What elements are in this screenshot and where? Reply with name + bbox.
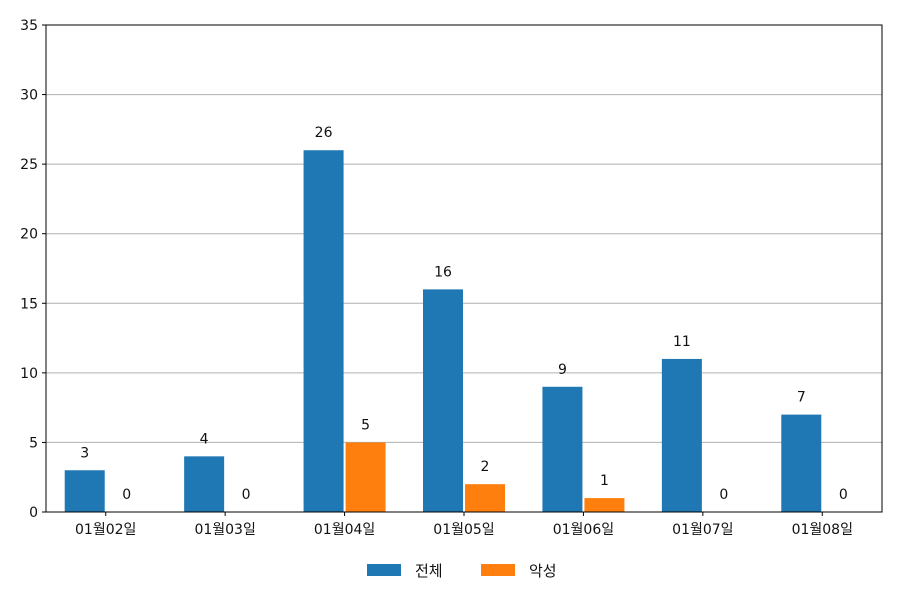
bar-전체: [184, 456, 225, 512]
data-label: 4: [200, 431, 209, 447]
x-tick-label: 01월04일: [314, 522, 375, 538]
x-tick-label: 01월08일: [792, 522, 853, 538]
x-tick-label: 01월07일: [672, 522, 733, 538]
data-label: 26: [315, 125, 333, 141]
data-label: 0: [242, 487, 251, 503]
bar-악성: [345, 442, 386, 512]
plot-frame: [45, 24, 883, 513]
data-label: 3: [80, 445, 89, 461]
y-tick-label: 20: [20, 227, 38, 243]
data-label: 9: [558, 362, 567, 378]
gridlines: [46, 94, 882, 443]
data-label: 16: [434, 264, 452, 280]
bar-전체: [64, 470, 105, 512]
bar-악성: [465, 484, 505, 512]
y-axis-ticks: 0 5 10 15 20 25 30 35: [20, 18, 46, 521]
bar-전체: [661, 358, 702, 512]
y-tick-label: 5: [29, 435, 38, 451]
legend: 전체 악성: [367, 562, 557, 580]
x-tick-label: 01월05일: [433, 522, 494, 538]
y-tick-label: 10: [20, 366, 38, 382]
data-label: 0: [839, 487, 848, 503]
legend-swatch-악성: [481, 564, 515, 576]
data-label: 7: [797, 390, 806, 406]
y-tick-label: 0: [29, 505, 38, 521]
bars: [64, 150, 822, 512]
bar-전체: [303, 150, 344, 512]
data-label: 0: [719, 487, 728, 503]
y-tick-label: 30: [20, 88, 38, 104]
x-axis-ticks: 01월02일 01월03일 01월04일 01월05일 01월06일 01월07일 01월0…: [75, 512, 853, 538]
x-tick-label: 01월02일: [75, 522, 136, 538]
bar-악성: [584, 498, 625, 512]
x-tick-label: 01월03일: [194, 522, 255, 538]
data-label: 0: [122, 487, 131, 503]
data-label: 5: [361, 417, 370, 433]
data-label: 1: [600, 473, 609, 489]
data-label: 2: [481, 459, 490, 475]
y-tick-label: 15: [20, 296, 38, 312]
data-label: 11: [673, 334, 691, 350]
bar-전체: [542, 386, 583, 512]
bar-전체: [781, 414, 822, 512]
legend-label: 전체: [415, 562, 443, 580]
legend-swatch-전체: [367, 564, 401, 576]
bar-전체: [423, 289, 463, 512]
x-tick-label: 01월06일: [553, 522, 614, 538]
y-tick-label: 35: [20, 18, 38, 34]
legend-label: 악성: [529, 562, 557, 580]
y-tick-label: 25: [20, 157, 38, 173]
